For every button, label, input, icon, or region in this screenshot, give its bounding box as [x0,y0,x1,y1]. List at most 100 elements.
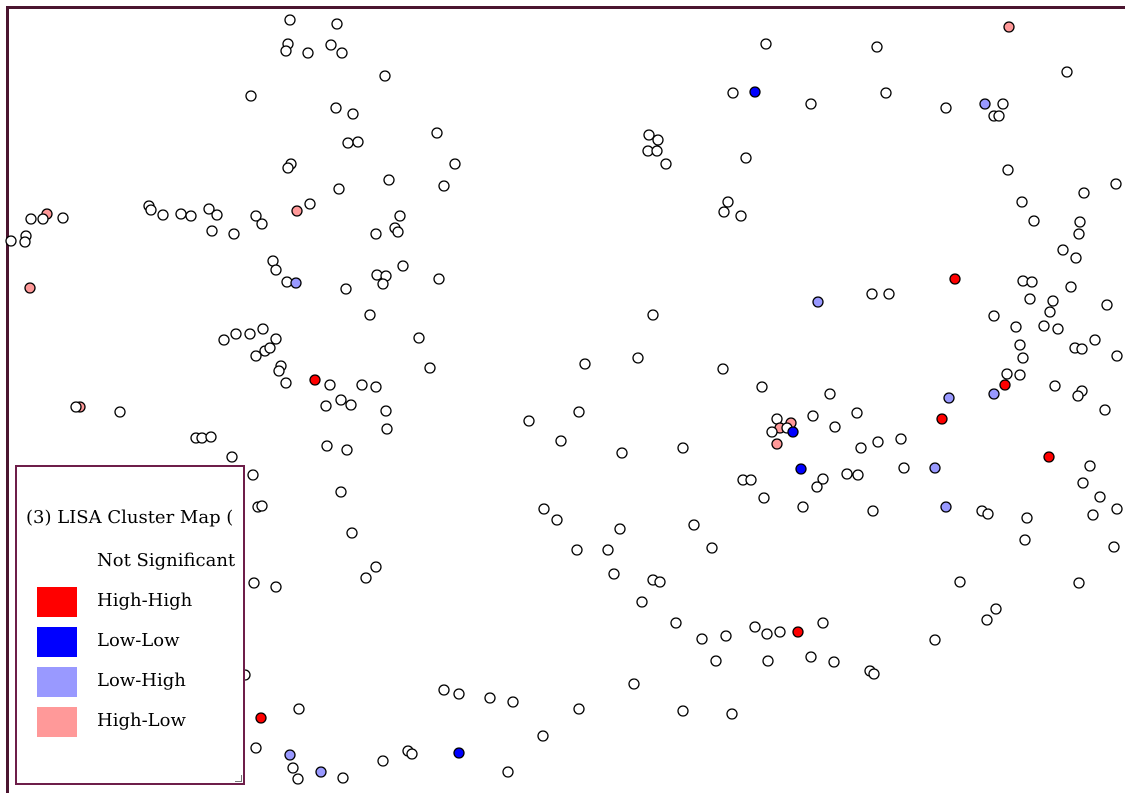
point-high-high[interactable] [255,712,267,724]
point-not-significant[interactable] [392,226,404,238]
point-not-significant[interactable] [867,505,879,517]
point-not-significant[interactable] [1084,460,1096,472]
point-not-significant[interactable] [424,362,436,374]
point-not-significant[interactable] [1072,390,1084,402]
point-low-low[interactable] [749,86,761,98]
point-not-significant[interactable] [628,678,640,690]
point-not-significant[interactable] [364,309,376,321]
point-low-low[interactable] [787,426,799,438]
point-low-high[interactable] [979,98,991,110]
point-not-significant[interactable] [573,703,585,715]
point-not-significant[interactable] [1001,368,1013,380]
point-not-significant[interactable] [670,617,682,629]
point-not-significant[interactable] [1021,512,1033,524]
point-high-low[interactable] [24,282,36,294]
point-not-significant[interactable] [250,210,262,222]
point-not-significant[interactable] [282,162,294,174]
point-not-significant[interactable] [696,633,708,645]
point-not-significant[interactable] [324,379,336,391]
point-not-significant[interactable] [1073,577,1085,589]
point-not-significant[interactable] [602,544,614,556]
point-not-significant[interactable] [1099,404,1111,416]
point-not-significant[interactable] [1061,66,1073,78]
point-not-significant[interactable] [1073,228,1085,240]
point-not-significant[interactable] [356,379,368,391]
point-not-significant[interactable] [573,406,585,418]
point-not-significant[interactable] [749,621,761,633]
point-not-significant[interactable] [342,137,354,149]
point-high-high[interactable] [936,413,948,425]
point-not-significant[interactable] [1010,321,1022,333]
point-not-significant[interactable] [337,772,349,784]
point-not-significant[interactable] [25,213,37,225]
point-not-significant[interactable] [256,500,268,512]
point-not-significant[interactable] [954,576,966,588]
point-not-significant[interactable] [766,426,778,438]
point-not-significant[interactable] [740,152,752,164]
point-not-significant[interactable] [651,145,663,157]
point-not-significant[interactable] [1065,281,1077,293]
point-not-significant[interactable] [1077,477,1089,489]
point-not-significant[interactable] [1044,306,1056,318]
point-not-significant[interactable] [397,260,409,272]
point-high-low[interactable] [1003,21,1015,33]
point-low-high[interactable] [812,296,824,308]
point-not-significant[interactable] [345,399,357,411]
point-not-significant[interactable] [811,481,823,493]
point-not-significant[interactable] [1016,196,1028,208]
point-not-significant[interactable] [380,405,392,417]
point-not-significant[interactable] [981,614,993,626]
point-not-significant[interactable] [347,108,359,120]
point-high-high[interactable] [309,374,321,386]
point-not-significant[interactable] [828,656,840,668]
point-not-significant[interactable] [654,576,666,588]
point-not-significant[interactable] [841,468,853,480]
point-not-significant[interactable] [352,136,364,148]
point-not-significant[interactable] [370,381,382,393]
point-not-significant[interactable] [206,225,218,237]
point-not-significant[interactable] [652,134,664,146]
point-not-significant[interactable] [273,365,285,377]
point-not-significant[interactable] [438,684,450,696]
point-not-significant[interactable] [370,561,382,573]
point-not-significant[interactable] [883,288,895,300]
point-not-significant[interactable] [988,310,1000,322]
point-not-significant[interactable] [632,352,644,364]
point-not-significant[interactable] [245,90,257,102]
point-not-significant[interactable] [247,469,259,481]
point-not-significant[interactable] [735,210,747,222]
point-not-significant[interactable] [5,235,17,247]
point-high-low[interactable] [291,205,303,217]
point-not-significant[interactable] [1094,491,1106,503]
point-low-high[interactable] [315,766,327,778]
map-legend[interactable]: (3) LISA Cluster Map ( Not Significant H… [15,465,245,785]
point-not-significant[interactable] [264,342,276,354]
point-not-significant[interactable] [718,206,730,218]
point-not-significant[interactable] [997,98,1009,110]
point-not-significant[interactable] [1057,244,1069,256]
point-not-significant[interactable] [616,447,628,459]
point-not-significant[interactable] [817,617,829,629]
point-not-significant[interactable] [677,442,689,454]
point-not-significant[interactable] [211,209,223,221]
point-not-significant[interactable] [523,415,535,427]
point-not-significant[interactable] [538,503,550,515]
point-not-significant[interactable] [1002,164,1014,176]
point-not-significant[interactable] [643,129,655,141]
point-not-significant[interactable] [1087,509,1099,521]
point-not-significant[interactable] [406,748,418,760]
point-not-significant[interactable] [717,363,729,375]
point-not-significant[interactable] [114,406,126,418]
point-not-significant[interactable] [797,501,809,513]
point-not-significant[interactable] [293,703,305,715]
point-not-significant[interactable] [287,762,299,774]
point-low-low[interactable] [453,747,465,759]
point-not-significant[interactable] [1038,320,1050,332]
point-not-significant[interactable] [257,323,269,335]
point-not-significant[interactable] [377,755,389,767]
point-not-significant[interactable] [433,273,445,285]
point-not-significant[interactable] [1017,352,1029,364]
point-not-significant[interactable] [940,102,952,114]
point-not-significant[interactable] [817,473,829,485]
point-not-significant[interactable] [677,705,689,717]
